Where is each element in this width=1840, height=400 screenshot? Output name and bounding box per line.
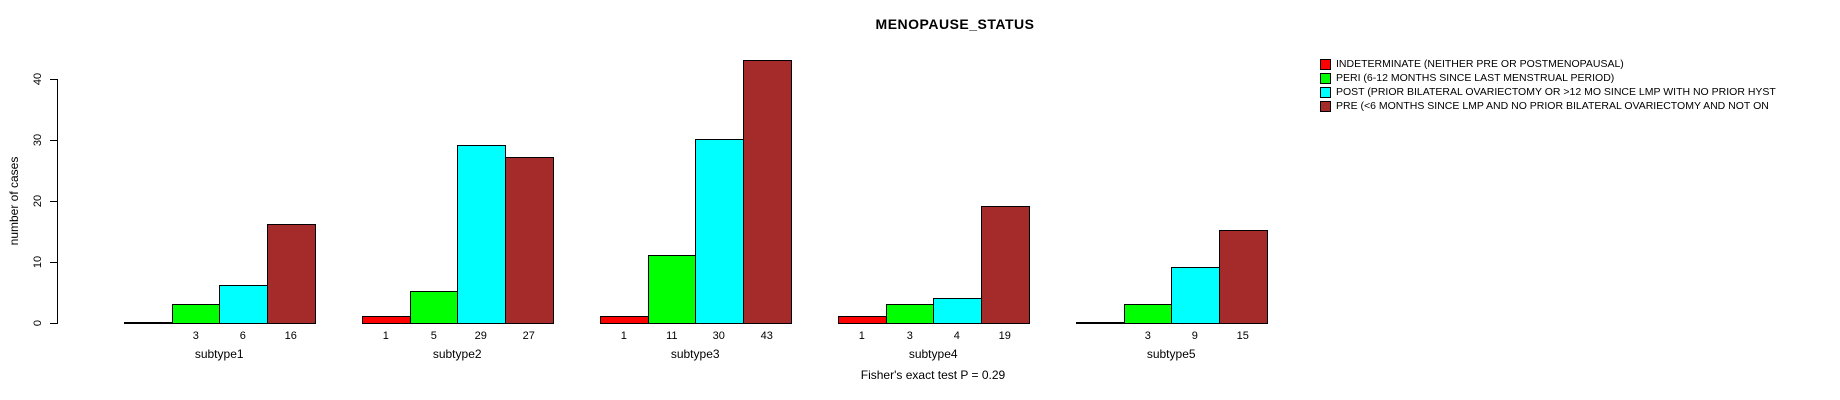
bar-value-label: 3 [192,330,199,342]
bar [600,316,649,324]
bar [267,224,316,324]
legend-swatch-3 [1320,87,1331,98]
category-label: subtype1 [194,347,244,361]
y-axis-tick [50,140,57,141]
bar [410,291,459,324]
bar-value-label: 1 [858,330,865,342]
bar-value-label: 9 [1191,330,1198,342]
legend-label: PRE (<6 MONTHS SINCE LMP AND NO PRIOR BI… [1336,100,1769,112]
legend-swatch-2 [1320,73,1331,84]
bar-value-label: 15 [1236,330,1249,342]
bar [219,285,268,324]
bar-value-label: 4 [953,330,960,342]
bar-value-label: 3 [1144,330,1151,342]
bar [695,139,744,324]
bar-value-label: 1 [620,330,627,342]
bar [933,298,982,324]
legend-label: INDETERMINATE (NEITHER PRE OR POSTMENOPA… [1336,58,1624,70]
y-axis-tick-label: 40 [32,72,44,86]
y-axis-tick-label: 20 [32,194,44,208]
bar-value-label: 1 [382,330,389,342]
chart-title: MENOPAUSE_STATUS [875,16,1035,32]
bar-value-label: 43 [760,330,773,342]
category-label: subtype4 [908,347,958,361]
bar [648,255,697,324]
bar [172,304,221,324]
y-axis-tick [50,201,57,202]
bar [838,316,887,324]
legend-label: PERI (6-12 MONTHS SINCE LAST MENSTRUAL P… [1336,72,1615,84]
y-axis-tick [50,79,57,80]
y-axis-tick-label: 0 [32,319,44,327]
y-axis-tick [50,262,57,263]
bar-value-label: 5 [430,330,437,342]
legend-label: POST (PRIOR BILATERAL OVARIECTOMY OR >12… [1336,86,1776,98]
y-axis-line [57,79,58,324]
category-label: subtype2 [432,347,482,361]
y-axis-tick-label: 30 [32,133,44,147]
bar [362,316,411,324]
legend-swatch-1 [1320,59,1331,70]
bar [981,206,1030,324]
bar-value-label: 3 [906,330,913,342]
bar-value-label: 19 [998,330,1011,342]
y-axis-tick [50,323,57,324]
bar [1171,267,1220,324]
fishers-test-annotation: Fisher's exact test P = 0.29 [860,368,1006,382]
bar-value-label: 16 [284,330,297,342]
bar [886,304,935,324]
bar-value-label: 11 [666,330,678,342]
bar-value-label: 6 [239,330,246,342]
bar [1076,322,1125,324]
bar [124,322,173,324]
bar [505,157,554,324]
bar-value-label: 29 [474,330,487,342]
legend-swatch-4 [1320,101,1331,112]
y-axis-tick-label: 10 [32,255,44,269]
category-label: subtype3 [670,347,720,361]
legend: INDETERMINATE (NEITHER PRE OR POSTMENOPA… [1320,58,1840,128]
bar [1219,230,1268,324]
bar-value-label: 27 [522,330,535,342]
bar [1124,304,1173,324]
bar [457,145,506,324]
category-label: subtype5 [1146,347,1196,361]
bar-value-label: 30 [712,330,725,342]
bar [743,60,792,324]
